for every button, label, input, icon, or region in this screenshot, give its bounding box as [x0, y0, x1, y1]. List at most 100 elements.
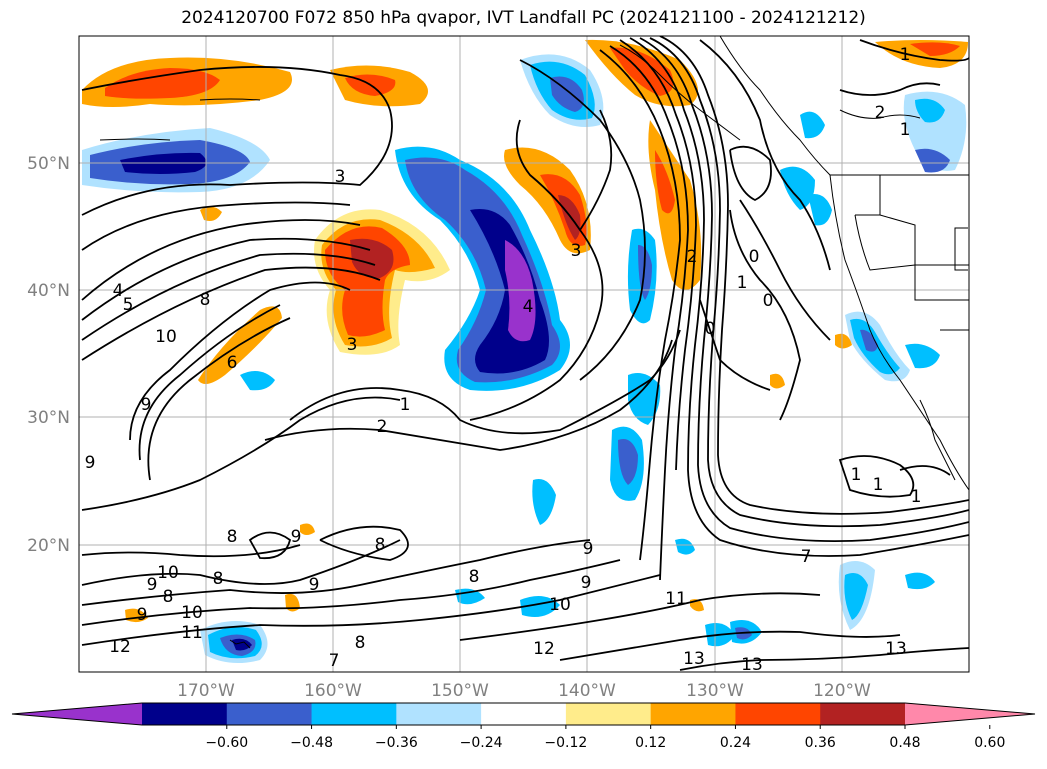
contour-label: 8	[227, 527, 238, 547]
contour-label: 13	[683, 649, 705, 669]
contour-label: 3	[571, 241, 582, 261]
contour-label: 0	[763, 291, 774, 311]
colorbar-segment	[226, 703, 313, 725]
anomaly-region	[844, 572, 868, 620]
colorbar-tick-label: −0.12	[544, 735, 587, 751]
anomaly-region	[240, 371, 275, 391]
contour-label: 7	[801, 547, 812, 567]
anomaly-region	[105, 68, 220, 99]
contour-label: 4	[113, 281, 124, 301]
contour-label: 13	[741, 655, 763, 675]
anomaly-region	[780, 166, 815, 210]
contour-label: 11	[665, 589, 687, 609]
colorbar-segment	[735, 703, 821, 725]
colorbar-segment	[396, 703, 482, 725]
colorbar-outline	[11, 702, 1036, 726]
contour-label: 1	[737, 273, 748, 293]
contour-label: 9	[581, 573, 592, 593]
contour-label: 1	[873, 475, 884, 495]
contour-label: 1	[900, 45, 911, 65]
contour-label: 2	[875, 103, 886, 123]
contour-labels: 1 2 1 3 4 5 8 10 3 6 9 1 2 4 3 2 0 1 0 0…	[85, 45, 922, 675]
map-panel: 1 2 1 3 4 5 8 10 3 6 9 1 2 4 3 2 0 1 0 0…	[79, 36, 969, 675]
lon-label: 170°W	[177, 681, 235, 701]
lat-label: 30°N	[27, 408, 70, 428]
graticule	[79, 36, 969, 672]
contour-label: 0	[749, 247, 760, 267]
map-frame	[78, 35, 970, 673]
colorbar-tick-label: −0.60	[205, 735, 248, 751]
colorbar-tick-label: 0.12	[635, 735, 666, 751]
contour-label: 13	[885, 639, 907, 659]
colorbar-segment	[311, 703, 397, 725]
contour-label: 8	[163, 587, 174, 607]
anomaly-region	[905, 572, 935, 590]
anomaly-region	[808, 194, 832, 226]
lon-label: 120°W	[813, 681, 871, 701]
latitude-labels: 50°N 40°N 30°N 20°N	[27, 154, 70, 556]
colorbar-segment	[650, 703, 736, 725]
anomaly-region	[350, 238, 394, 279]
contour-label: 1	[400, 395, 411, 415]
contour-label: 12	[533, 639, 555, 659]
contour-label: 9	[141, 395, 152, 415]
anomaly-region	[905, 343, 940, 369]
contour-label: 10	[549, 595, 571, 615]
contour-label: 9	[147, 575, 158, 595]
colorbar-tick-label: −0.24	[460, 735, 503, 751]
contour-label: 9	[85, 453, 96, 473]
lon-label: 130°W	[686, 681, 744, 701]
anomaly-region	[655, 150, 675, 214]
contour-label: 12	[109, 637, 131, 657]
colorbar-extend-high	[905, 703, 1035, 725]
contour-label: 5	[123, 295, 134, 315]
contour-label: 4	[523, 297, 534, 317]
contour-label: 2	[377, 417, 388, 437]
colorbar-tick-label: −0.48	[290, 735, 333, 751]
contour-label: 10	[155, 327, 177, 347]
contour-label: 9	[137, 605, 148, 625]
anomaly-region	[285, 593, 300, 612]
anomaly-region	[558, 195, 581, 240]
anomaly-region	[232, 638, 252, 651]
colorbar-tick-label: 0.48	[889, 735, 920, 751]
colorbar-tick-label: 0.24	[720, 735, 751, 751]
contour-label: 1	[851, 465, 862, 485]
colorbar: −0.60 −0.48 −0.36 −0.24 −0.12 0.12 0.24 0.36 0.4…	[11, 702, 1036, 751]
contour-lines	[81, 36, 969, 671]
contour-label: 8	[213, 569, 224, 589]
colorbar-tick-label: 0.60	[974, 735, 1005, 751]
lat-label: 50°N	[27, 154, 70, 174]
colorbar-segment	[820, 703, 906, 725]
contour-label: 9	[309, 575, 320, 595]
shaded-anomalies	[82, 39, 968, 664]
coastlines	[99, 36, 969, 649]
lat-label: 40°N	[27, 281, 70, 301]
contour-label: 9	[291, 527, 302, 547]
contour-label: 7	[329, 651, 340, 671]
contour-label: 8	[469, 567, 480, 587]
anomaly-region	[915, 98, 945, 123]
colorbar-extend-low	[12, 703, 142, 725]
colorbar-tick-label: 0.36	[805, 735, 836, 751]
lat-label: 20°N	[27, 536, 70, 556]
contour-label: 0	[705, 319, 716, 339]
colorbar-segment	[565, 703, 652, 725]
anomaly-region	[675, 538, 695, 555]
contour-label: 10	[157, 563, 179, 583]
anomaly-region	[618, 439, 638, 485]
colorbar-segment	[142, 703, 228, 725]
anomaly-region	[300, 523, 315, 535]
anomaly-region	[550, 76, 584, 112]
anomaly-region	[505, 240, 536, 342]
longitude-labels: 170°W 160°W 150°W 140°W 130°W 120°W	[177, 681, 871, 701]
chart-title: 2024120700 F072 850 hPa qvapor, IVT Land…	[181, 8, 866, 28]
anomaly-region	[532, 479, 556, 525]
lon-label: 140°W	[558, 681, 616, 701]
contour-label: 3	[347, 335, 358, 355]
colorbar-segment	[481, 703, 567, 725]
contour-label: 2	[687, 247, 698, 267]
contour-label: 9	[583, 539, 594, 559]
contour-label: 8	[355, 633, 366, 653]
